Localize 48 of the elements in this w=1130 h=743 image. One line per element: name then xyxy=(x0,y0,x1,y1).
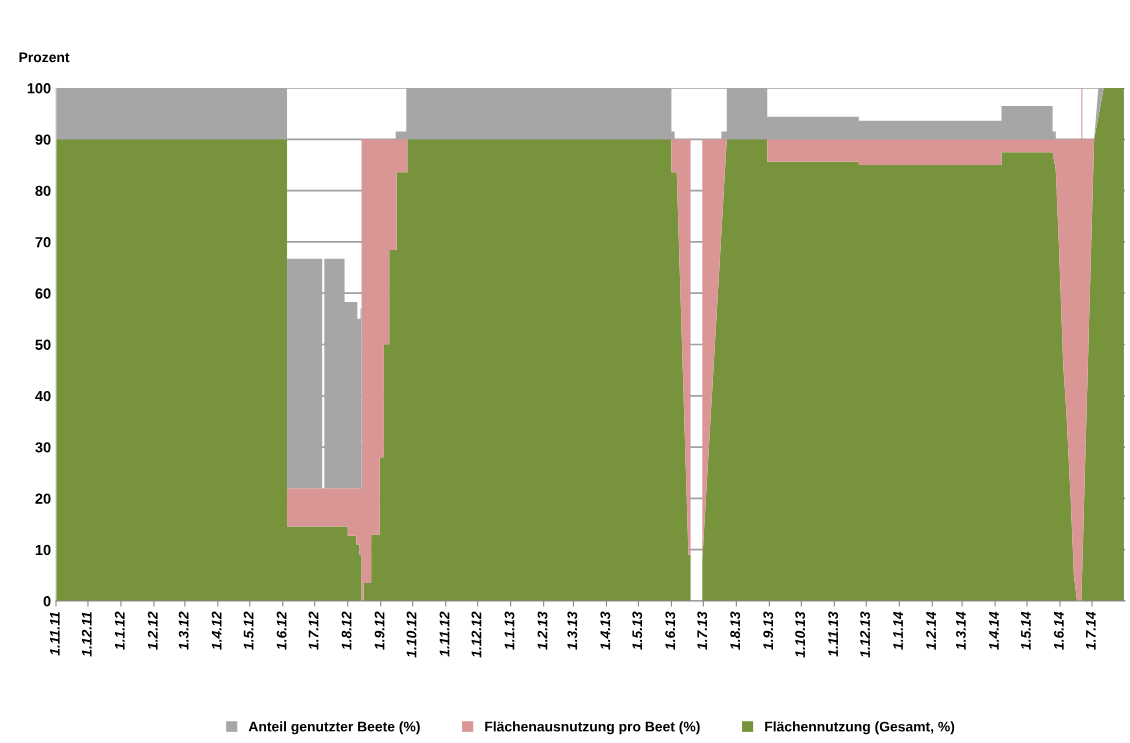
y-tick-label: 70 xyxy=(35,237,51,248)
x-tick-label: 1.6.12 xyxy=(276,611,287,650)
y-tick-label: 90 xyxy=(35,134,51,145)
x-tick-label: 1.3.13 xyxy=(567,611,578,650)
x-tick-label: 1.6.13 xyxy=(665,611,676,650)
x-tick-label: 1.3.14 xyxy=(955,611,966,650)
x-tick-label: 1.7.13 xyxy=(697,611,708,650)
x-tick-label: 1.11.13 xyxy=(828,611,839,657)
x-tick-label: 1.1.12 xyxy=(114,611,125,650)
x-tick-label: 1.5.13 xyxy=(632,611,643,650)
y-tick-label: 30 xyxy=(35,442,51,453)
x-tick-label: 1.7.14 xyxy=(1086,611,1096,650)
x-tick-label: 1.7.12 xyxy=(308,611,319,650)
legend-label: Anteil genutzter Beete (%) xyxy=(248,721,420,735)
y-tick-label: 80 xyxy=(35,185,51,197)
x-tick-label: 1.12.12 xyxy=(471,611,482,658)
x-tick-label: 1.6.14 xyxy=(1053,611,1064,650)
x-tick-label: 1.4.12 xyxy=(211,611,222,650)
x-tick-label: 1.11.12 xyxy=(439,611,450,657)
x-tick-label: 1.9.13 xyxy=(763,611,774,650)
x-tick-label: 1.2.14 xyxy=(926,611,936,650)
y-tick-label: 100 xyxy=(27,83,51,94)
x-tick-label: 1.3.12 xyxy=(178,611,189,650)
y-tick-label: 40 xyxy=(35,390,51,402)
x-tick-label: 1.4.13 xyxy=(600,611,611,650)
x-tick-label: 1.8.13 xyxy=(730,611,741,650)
x-tick-label: 1.12.13 xyxy=(860,611,870,658)
x-tick-label: 1.10.13 xyxy=(795,611,806,658)
x-tick-label: 1.2.13 xyxy=(537,611,548,650)
x-tick-label: 1.11.11 xyxy=(50,612,60,656)
x-tick-label: 1.2.12 xyxy=(147,611,158,650)
x-tick-label: 1.10.12 xyxy=(406,611,417,658)
y-tick-label: 20 xyxy=(35,493,51,504)
x-tick-label: 1.1.13 xyxy=(504,611,515,650)
x-tick-label: 1.4.14 xyxy=(989,611,999,650)
y-axis-title: Prozent xyxy=(19,52,70,63)
x-tick-label: 1.8.12 xyxy=(341,611,352,650)
legend-label: Flächenausnutzung pro Beet (%) xyxy=(485,721,700,735)
x-tick-label: 1.12.11 xyxy=(81,612,92,657)
x-tick-label: 1.5.14 xyxy=(1021,611,1031,650)
y-tick-label: 0 xyxy=(43,596,51,607)
legend-label: Flächennutzung (Gesamt, %) xyxy=(765,721,955,735)
x-tick-label: 1.1.14 xyxy=(893,611,903,650)
x-tick-label: 1.5.12 xyxy=(243,611,254,650)
y-tick-label: 10 xyxy=(35,544,51,556)
y-tick-label: 60 xyxy=(35,288,51,299)
x-tick-label: 1.9.12 xyxy=(374,611,385,650)
y-tick-label: 50 xyxy=(35,339,51,350)
